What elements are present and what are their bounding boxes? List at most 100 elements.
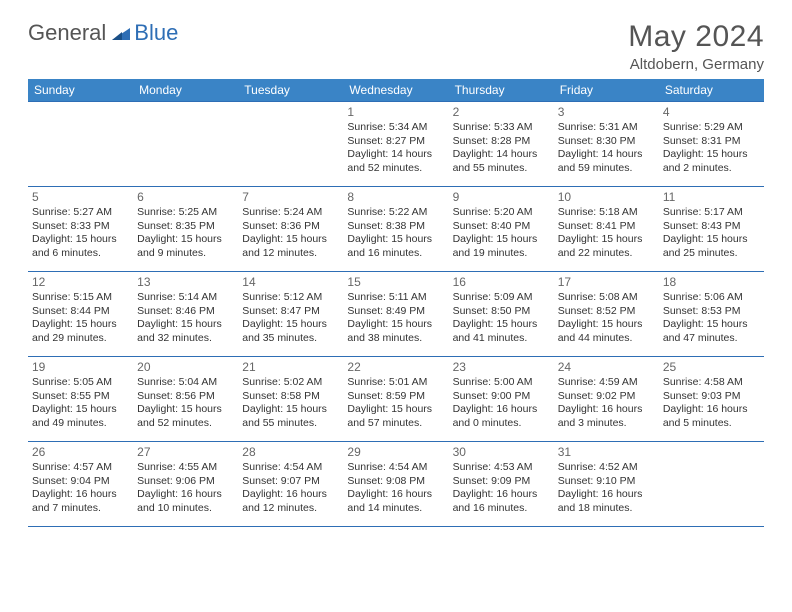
- sunset-text: Sunset: 8:30 PM: [558, 135, 653, 149]
- sunrise-text: Sunrise: 5:00 AM: [453, 376, 548, 390]
- page-title: May 2024: [628, 20, 764, 54]
- sunset-text: Sunset: 9:07 PM: [242, 475, 337, 489]
- day-details: Sunrise: 5:12 AMSunset: 8:47 PMDaylight:…: [242, 291, 337, 346]
- daylight-text: Daylight: 15 hours and 52 minutes.: [137, 403, 232, 430]
- day-number: 12: [32, 275, 127, 289]
- calendar-day-cell: 6Sunrise: 5:25 AMSunset: 8:35 PMDaylight…: [133, 187, 238, 272]
- day-number: 21: [242, 360, 337, 374]
- daylight-text: Daylight: 14 hours and 55 minutes.: [453, 148, 548, 175]
- day-number: 16: [453, 275, 548, 289]
- calendar-day-cell: 16 Sunrise: 5:09 AMSunset: 8:50 PMDayligh…: [449, 272, 554, 357]
- sunset-text: Sunset: 8:28 PM: [453, 135, 548, 149]
- day-number: 27: [137, 445, 232, 459]
- day-details: Sunrise: 5:02 AMSunset: 8:58 PMDaylight:…: [242, 376, 337, 431]
- day-number: 20: [137, 360, 232, 374]
- calendar-day-cell: 27 Sunrise: 4:55 AMSunset: 9:06 PMDayligh…: [133, 442, 238, 527]
- sunrise-text: Sunrise: 4:55 AM: [137, 461, 232, 475]
- day-details: Sunrise: 5:09 AMSunset: 8:50 PMDaylight:…: [453, 291, 548, 346]
- calendar-day-cell: 5Sunrise: 5:27 AMSunset: 8:33 PMDaylight…: [28, 187, 133, 272]
- sunset-text: Sunset: 8:49 PM: [347, 305, 442, 319]
- calendar-day-cell: 2Sunrise: 5:33 AMSunset: 8:28 PMDaylight…: [449, 102, 554, 187]
- day-number: 1: [347, 105, 442, 119]
- sunrise-text: Sunrise: 4:58 AM: [663, 376, 758, 390]
- sunrise-text: Sunrise: 5:14 AM: [137, 291, 232, 305]
- calendar-table: Sunday Monday Tuesday Wednesday Thursday…: [28, 79, 764, 527]
- day-number: 28: [242, 445, 337, 459]
- sunset-text: Sunset: 9:09 PM: [453, 475, 548, 489]
- daylight-text: Daylight: 16 hours and 18 minutes.: [558, 488, 653, 515]
- calendar-day-cell: 3 Sunrise: 5:31 AMSunset: 8:30 PMDaylight…: [554, 102, 659, 187]
- daylight-text: Daylight: 15 hours and 44 minutes.: [558, 318, 653, 345]
- day-number: 26: [32, 445, 127, 459]
- daylight-text: Daylight: 16 hours and 14 minutes.: [347, 488, 442, 515]
- day-details: Sunrise: 5:29 AMSunset: 8:31 PMDaylight:…: [663, 121, 758, 176]
- day-details: Sunrise: 4:55 AMSunset: 9:06 PMDaylight:…: [137, 461, 232, 516]
- sunset-text: Sunset: 9:00 PM: [453, 390, 548, 404]
- daylight-text: Daylight: 15 hours and 57 minutes.: [347, 403, 442, 430]
- sunrise-text: Sunrise: 4:52 AM: [558, 461, 653, 475]
- sunrise-text: Sunrise: 5:24 AM: [242, 206, 337, 220]
- daylight-text: Daylight: 14 hours and 52 minutes.: [347, 148, 442, 175]
- day-number: 10: [558, 190, 653, 204]
- sunset-text: Sunset: 8:53 PM: [663, 305, 758, 319]
- sunrise-text: Sunrise: 5:06 AM: [663, 291, 758, 305]
- sunrise-text: Sunrise: 5:25 AM: [137, 206, 232, 220]
- day-details: Sunrise: 4:54 AMSunset: 9:08 PMDaylight:…: [347, 461, 442, 516]
- sunset-text: Sunset: 8:56 PM: [137, 390, 232, 404]
- daylight-text: Daylight: 16 hours and 5 minutes.: [663, 403, 758, 430]
- weekday-header: Thursday: [449, 79, 554, 102]
- day-number: 3: [558, 105, 653, 119]
- sunrise-text: Sunrise: 5:11 AM: [347, 291, 442, 305]
- daylight-text: Daylight: 15 hours and 29 minutes.: [32, 318, 127, 345]
- sunset-text: Sunset: 8:36 PM: [242, 220, 337, 234]
- header: General Blue May 2024 Altdobern, Germany: [28, 20, 764, 73]
- day-details: Sunrise: 5:06 AMSunset: 8:53 PMDaylight:…: [663, 291, 758, 346]
- daylight-text: Daylight: 15 hours and 22 minutes.: [558, 233, 653, 260]
- sunset-text: Sunset: 8:44 PM: [32, 305, 127, 319]
- daylight-text: Daylight: 14 hours and 59 minutes.: [558, 148, 653, 175]
- day-details: Sunrise: 4:59 AMSunset: 9:02 PMDaylight:…: [558, 376, 653, 431]
- sunrise-text: Sunrise: 4:59 AM: [558, 376, 653, 390]
- day-details: Sunrise: 5:31 AMSunset: 8:30 PMDaylight:…: [558, 121, 653, 176]
- day-details: Sunrise: 4:57 AMSunset: 9:04 PMDaylight:…: [32, 461, 127, 516]
- day-details: Sunrise: 5:05 AMSunset: 8:55 PMDaylight:…: [32, 376, 127, 431]
- day-number: 15: [347, 275, 442, 289]
- day-details: Sunrise: 5:25 AMSunset: 8:35 PMDaylight:…: [137, 206, 232, 261]
- calendar-day-cell: [659, 442, 764, 527]
- day-details: Sunrise: 4:53 AMSunset: 9:09 PMDaylight:…: [453, 461, 548, 516]
- sunset-text: Sunset: 9:10 PM: [558, 475, 653, 489]
- sunset-text: Sunset: 9:03 PM: [663, 390, 758, 404]
- sunset-text: Sunset: 8:59 PM: [347, 390, 442, 404]
- day-number: 22: [347, 360, 442, 374]
- sunrise-text: Sunrise: 5:18 AM: [558, 206, 653, 220]
- day-number: 4: [663, 105, 758, 119]
- calendar-day-cell: 11Sunrise: 5:17 AMSunset: 8:43 PMDayligh…: [659, 187, 764, 272]
- calendar-day-cell: 20Sunrise: 5:04 AMSunset: 8:56 PMDayligh…: [133, 357, 238, 442]
- day-details: Sunrise: 5:22 AMSunset: 8:38 PMDaylight:…: [347, 206, 442, 261]
- sunset-text: Sunset: 8:38 PM: [347, 220, 442, 234]
- sunset-text: Sunset: 8:43 PM: [663, 220, 758, 234]
- sunset-text: Sunset: 8:50 PM: [453, 305, 548, 319]
- weekday-header: Tuesday: [238, 79, 343, 102]
- sunset-text: Sunset: 9:08 PM: [347, 475, 442, 489]
- day-number: 7: [242, 190, 337, 204]
- day-details: Sunrise: 5:18 AMSunset: 8:41 PMDaylight:…: [558, 206, 653, 261]
- day-number: 11: [663, 190, 758, 204]
- daylight-text: Daylight: 15 hours and 38 minutes.: [347, 318, 442, 345]
- daylight-text: Daylight: 16 hours and 3 minutes.: [558, 403, 653, 430]
- logo-text-blue: Blue: [134, 20, 178, 46]
- calendar-day-cell: 19Sunrise: 5:05 AMSunset: 8:55 PMDayligh…: [28, 357, 133, 442]
- daylight-text: Daylight: 15 hours and 32 minutes.: [137, 318, 232, 345]
- day-number: 5: [32, 190, 127, 204]
- sunrise-text: Sunrise: 5:29 AM: [663, 121, 758, 135]
- sunset-text: Sunset: 8:47 PM: [242, 305, 337, 319]
- day-details: Sunrise: 4:54 AMSunset: 9:07 PMDaylight:…: [242, 461, 337, 516]
- daylight-text: Daylight: 15 hours and 25 minutes.: [663, 233, 758, 260]
- daylight-text: Daylight: 15 hours and 49 minutes.: [32, 403, 127, 430]
- weekday-header: Friday: [554, 79, 659, 102]
- calendar-week-row: 1Sunrise: 5:34 AMSunset: 8:27 PMDaylight…: [28, 102, 764, 187]
- sunrise-text: Sunrise: 4:57 AM: [32, 461, 127, 475]
- calendar-week-row: 19Sunrise: 5:05 AMSunset: 8:55 PMDayligh…: [28, 357, 764, 442]
- calendar-day-cell: [28, 102, 133, 187]
- calendar-day-cell: 8Sunrise: 5:22 AMSunset: 8:38 PMDaylight…: [343, 187, 448, 272]
